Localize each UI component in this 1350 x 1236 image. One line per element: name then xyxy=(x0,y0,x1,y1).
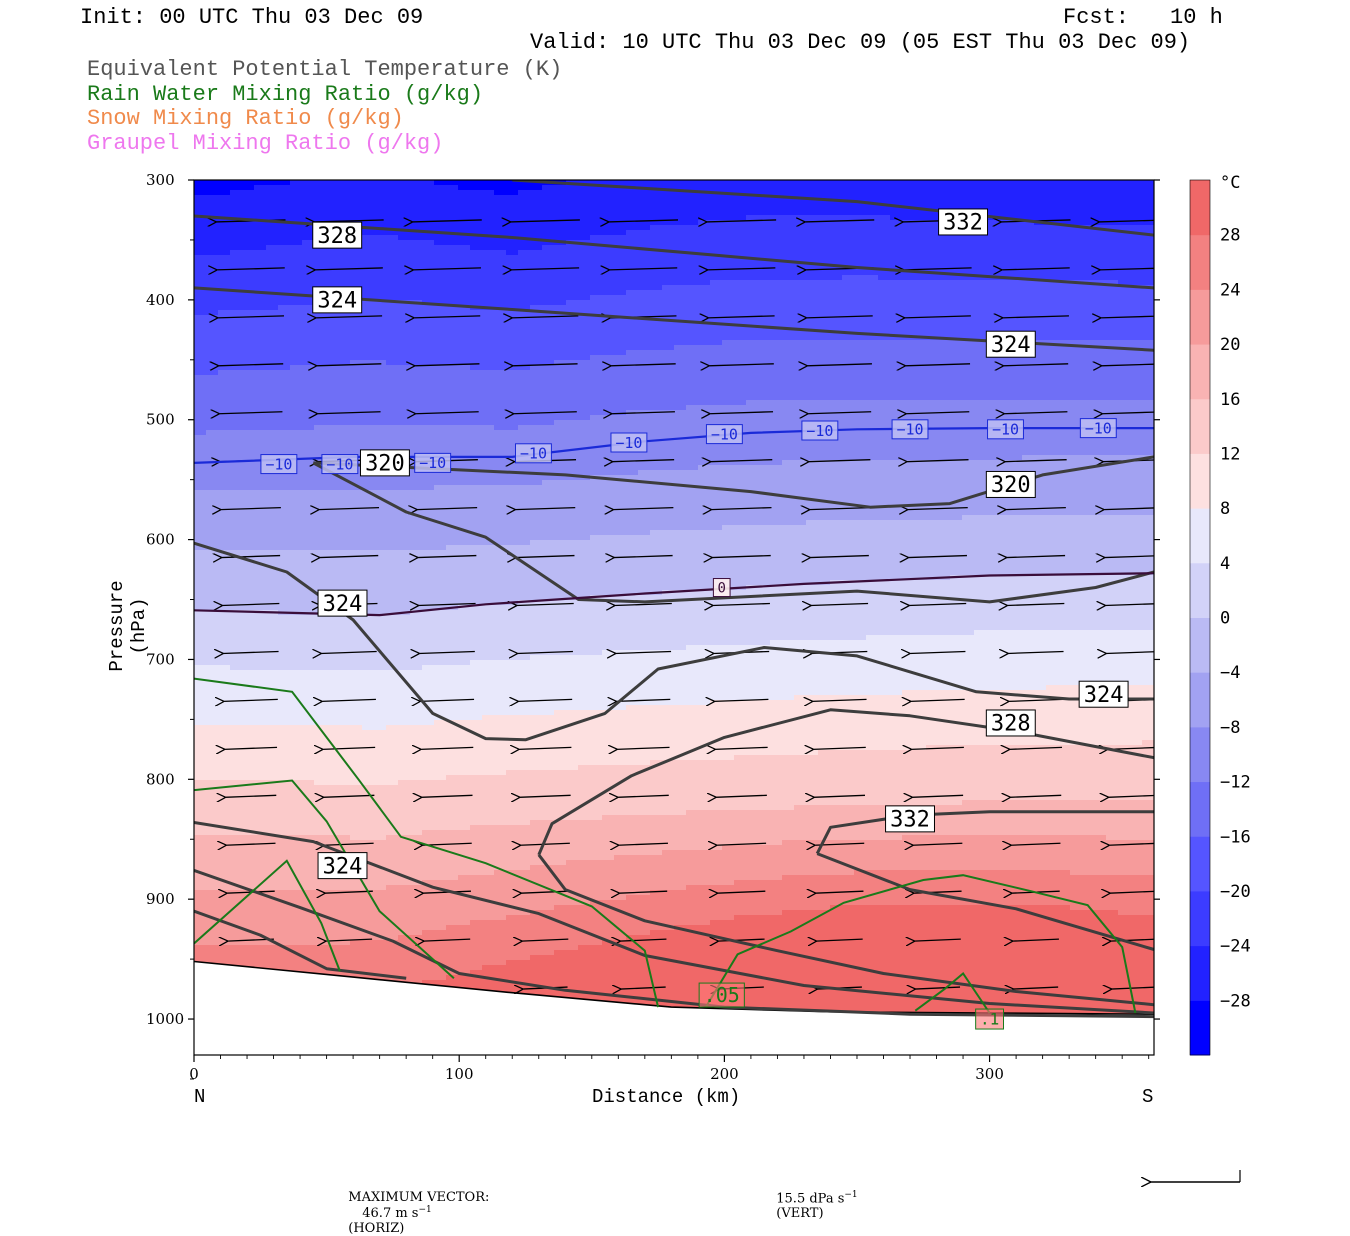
colorbar-swatch xyxy=(1190,1000,1210,1055)
y-tick-label: 700 xyxy=(146,650,175,668)
south-label: S xyxy=(1142,1086,1153,1108)
reference-vector-icon xyxy=(1150,1170,1240,1182)
cross-section-chart: 332328324324320320324324328332324−10−10−… xyxy=(0,0,1350,1200)
rain-water-label: .05 xyxy=(699,983,744,1007)
colorbar-label: 16 xyxy=(1220,390,1240,410)
colorbar-swatch xyxy=(1190,289,1210,344)
y-tick-label: 300 xyxy=(146,171,175,189)
contour-label: 324 xyxy=(313,287,362,314)
max-vector-label: MAXIMUM VECTOR: xyxy=(348,1190,489,1205)
vert-value: 15.5 dPa s xyxy=(776,1191,844,1206)
y-tick-label: 1000 xyxy=(146,1010,184,1028)
colorbar-swatch xyxy=(1190,508,1210,563)
y-tick-label: 800 xyxy=(146,770,175,788)
colorbar-label: −12 xyxy=(1220,773,1251,793)
x-tick-label: 100 xyxy=(445,1065,474,1083)
contour-label: 328 xyxy=(313,222,362,249)
colorbar-unit: °C xyxy=(1220,173,1240,193)
horiz-tag: (HORIZ) xyxy=(348,1221,404,1236)
colorbar-label: 20 xyxy=(1220,335,1240,355)
colorbar-label: −16 xyxy=(1220,827,1251,847)
colorbar-swatch xyxy=(1190,946,1210,1001)
isotherm-label: 0 xyxy=(713,579,730,597)
contour-label: 324 xyxy=(1079,681,1128,708)
rain-water-label: .1 xyxy=(976,1009,1004,1029)
x-tick-label: 200 xyxy=(710,1065,739,1083)
contour-label: 324 xyxy=(318,590,367,617)
colorbar-swatch xyxy=(1190,399,1210,454)
colorbar-label: −20 xyxy=(1220,882,1251,902)
y-tick-label: 400 xyxy=(146,291,175,309)
colorbar-swatch xyxy=(1190,235,1210,290)
colorbar-label: −8 xyxy=(1220,718,1240,738)
vert-tag: (VERT) xyxy=(776,1206,823,1221)
colorbar-swatch xyxy=(1190,891,1210,946)
colorbar-label: −28 xyxy=(1220,991,1251,1011)
horiz-value: 46.7 m s xyxy=(362,1206,418,1221)
contour-label: 320 xyxy=(986,471,1035,498)
colorbar-swatch xyxy=(1190,672,1210,727)
colorbar-label: −4 xyxy=(1220,663,1240,683)
contour-label: 332 xyxy=(939,209,988,236)
isotherm-label: −10 xyxy=(802,421,838,440)
colorbar-swatch xyxy=(1190,344,1210,399)
isotherm-label: −10 xyxy=(415,453,451,472)
y-axis-label: Pressure (hPa) xyxy=(106,556,150,696)
isotherm-label: −10 xyxy=(261,455,297,474)
max-vector-info: MAXIMUM VECTOR: 46.7 m s−1 (HORIZ) xyxy=(340,1175,489,1236)
colorbar-label: 4 xyxy=(1220,554,1230,574)
colorbar-swatch xyxy=(1190,782,1210,837)
colorbar-label: 28 xyxy=(1220,226,1240,246)
colorbar-label: 24 xyxy=(1220,280,1240,300)
isotherm-label: −10 xyxy=(706,425,742,444)
horiz-exp: −1 xyxy=(418,1205,431,1215)
contour-label: 324 xyxy=(986,331,1035,358)
colorbar-swatch xyxy=(1190,618,1210,673)
x-tick-label: 0 xyxy=(189,1065,199,1083)
vert-vector-info: 15.5 dPa s−1 (VERT) xyxy=(768,1175,858,1221)
isotherm-label: −10 xyxy=(1080,419,1116,438)
colorbar-label: 0 xyxy=(1220,609,1230,629)
isotherm-label: −10 xyxy=(892,420,928,439)
colorbar-label: −24 xyxy=(1220,937,1251,957)
x-tick-label: 300 xyxy=(975,1065,1004,1083)
contour-label: 332 xyxy=(886,806,935,833)
contour-label: 324 xyxy=(318,853,367,880)
colorbar-swatch xyxy=(1190,563,1210,618)
colorbar-swatch xyxy=(1190,727,1210,782)
y-tick-label: 900 xyxy=(146,890,175,908)
x-axis-label: Distance (km) xyxy=(592,1086,740,1108)
colorbar-swatch xyxy=(1190,836,1210,891)
vert-exp: −1 xyxy=(844,1190,857,1200)
y-tick-label: 500 xyxy=(146,411,175,429)
y-tick-label: 600 xyxy=(146,531,175,549)
contour-label: 320 xyxy=(360,450,409,477)
isotherm-label: −10 xyxy=(611,433,647,452)
isotherm-label: −10 xyxy=(515,444,551,463)
isotherm-label: −10 xyxy=(988,420,1024,439)
contour-label: 328 xyxy=(986,710,1035,737)
colorbar-swatch xyxy=(1190,453,1210,508)
colorbar-swatch xyxy=(1190,180,1210,235)
north-label: N xyxy=(194,1086,205,1108)
colorbar: °C 28 24 20 16 12 8 4 0 −4 −8 −12 −16 −20 −24 −28 xyxy=(1190,173,1251,1056)
isotherm-label: −10 xyxy=(322,455,358,474)
colorbar-label: 12 xyxy=(1220,444,1240,464)
colorbar-label: 8 xyxy=(1220,499,1230,519)
